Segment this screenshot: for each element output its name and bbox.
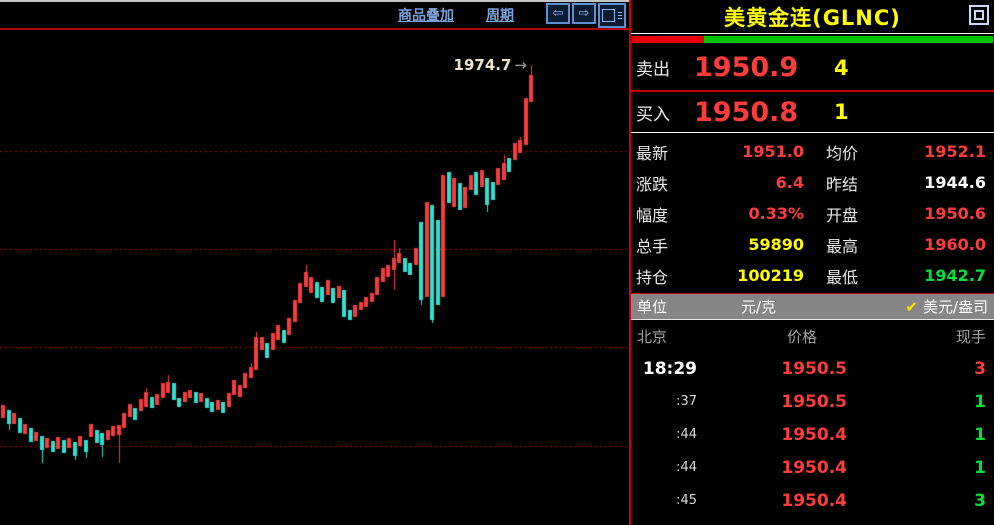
stat-value-avg: 1952.1: [924, 142, 986, 161]
tick-vol: 3: [974, 490, 986, 511]
stat-label-range: 幅度: [636, 205, 669, 225]
stat-value-range: 0.33%: [748, 204, 804, 223]
tick-vol: 1: [974, 457, 986, 478]
unit-row: 单位 元/克 ✔ 美元/盎司: [631, 293, 994, 320]
stat-label-prev-settle: 昨结: [826, 174, 859, 194]
unit-label: 单位: [637, 298, 668, 316]
stat-value-low: 1942.7: [924, 266, 986, 285]
contract-title: 美黄金连(GLNC): [724, 5, 901, 30]
high-price-annotation: 1974.7 →: [454, 56, 527, 74]
stat-row: 涨跌 6.4 昨结 1944.6: [631, 167, 994, 198]
stat-label-open: 开盘: [826, 205, 859, 225]
tick-row: 18:29 1950.5 3: [631, 352, 994, 385]
tick-row: :37 1950.5 1: [631, 385, 994, 418]
ask-row: 卖出 1950.9 4: [631, 45, 994, 92]
tick-table-header: 北京 价格 现手: [631, 320, 994, 352]
tick-time: :44: [676, 460, 697, 475]
tick-vol: 1: [974, 391, 986, 412]
prev-arrow-icon[interactable]: ⇦: [546, 2, 570, 24]
tick-vol: 1: [974, 424, 986, 445]
ask-price: 1950.9: [694, 52, 799, 83]
stat-value-open-interest: 100219: [737, 266, 804, 285]
ask-qty: 4: [834, 55, 849, 80]
stat-row: 幅度 0.33% 开盘 1950.6: [631, 198, 994, 229]
stat-value-change: 6.4: [775, 173, 804, 192]
chart-toolbar: 商品叠加 周期 ⇦ ⇨: [0, 2, 629, 30]
bid-price: 1950.8: [694, 96, 799, 128]
tick-header-time: 北京: [637, 327, 668, 346]
stat-label-open-interest: 持仓: [636, 267, 669, 287]
chart-panel: 商品叠加 周期 ⇦ ⇨ 1974.7 →: [0, 0, 629, 525]
tick-row: :44 1950.4 1: [631, 451, 994, 484]
strength-bar: [631, 34, 994, 45]
maximize-icon[interactable]: [969, 5, 989, 25]
check-icon: ✔: [905, 297, 918, 316]
window-split-rect: [602, 8, 615, 22]
stat-label-volume: 总手: [636, 236, 669, 256]
tick-time: 18:29: [642, 358, 697, 379]
bid-qty: 1: [834, 100, 849, 124]
unit-option-usd-ounce[interactable]: 美元/盎司: [922, 298, 988, 316]
tick-price: 1950.4: [781, 457, 847, 478]
stat-label-avg: 均价: [826, 143, 859, 163]
tick-price: 1950.4: [781, 424, 847, 445]
stat-label-low: 最低: [826, 267, 859, 287]
tick-price: 1950.5: [781, 391, 847, 412]
window-split-ticks: [618, 11, 622, 19]
ask-label: 卖出: [636, 60, 670, 80]
tick-row: :45 1950.4 3: [631, 484, 994, 517]
candlestick-chart-canvas[interactable]: [0, 30, 629, 525]
stat-value-prev-settle: 1944.6: [924, 173, 986, 192]
annotation-arrow-icon: →: [514, 56, 527, 74]
bid-row: 买入 1950.8 1: [631, 92, 994, 133]
window-split-icon[interactable]: [598, 2, 626, 28]
next-arrow-icon[interactable]: ⇨: [572, 2, 596, 24]
stat-row: 持仓 100219 最低 1942.7: [631, 260, 994, 291]
tick-price: 1950.5: [781, 358, 847, 379]
tick-row: :44 1950.4 1: [631, 418, 994, 451]
chart-nav-buttons: ⇦ ⇨: [546, 2, 626, 28]
strength-bar-red: [632, 36, 705, 43]
stat-value-volume: 59890: [748, 235, 804, 254]
stat-row: 最新 1951.0 均价 1952.1: [631, 136, 994, 167]
stat-value-latest: 1951.0: [742, 142, 804, 161]
tick-time: :37: [676, 394, 697, 409]
bid-label: 买入: [636, 104, 670, 125]
strength-bar-green: [704, 36, 993, 43]
chart-area: 1974.7 →: [0, 30, 629, 525]
period-link[interactable]: 周期: [486, 8, 514, 24]
tick-price: 1950.4: [781, 490, 847, 511]
stat-value-open: 1950.6: [924, 204, 986, 223]
stat-value-high: 1960.0: [924, 235, 986, 254]
tick-header-vol: 现手: [955, 327, 986, 346]
unit-option-yuan-gram[interactable]: 元/克: [741, 298, 777, 316]
stat-label-change: 涨跌: [636, 174, 669, 194]
quote-title-bar: 美黄金连(GLNC): [631, 0, 994, 34]
overlay-commodity-link[interactable]: 商品叠加: [398, 8, 454, 24]
stat-label-latest: 最新: [636, 143, 669, 163]
high-price-value: 1974.7: [453, 56, 512, 74]
tick-vol: 3: [974, 358, 986, 379]
tick-header-price: 价格: [787, 327, 818, 346]
stat-row: 总手 59890 最高 1960.0: [631, 229, 994, 260]
tick-time: :45: [676, 493, 697, 508]
tick-time: :44: [676, 427, 697, 442]
stat-label-high: 最高: [826, 236, 859, 256]
stats-grid: 最新 1951.0 均价 1952.1 涨跌 6.4 昨结 1944.6 幅度 …: [631, 133, 994, 291]
quote-panel: 美黄金连(GLNC) 卖出 1950.9 4 买入 1950.8 1 最新 19…: [629, 0, 994, 525]
